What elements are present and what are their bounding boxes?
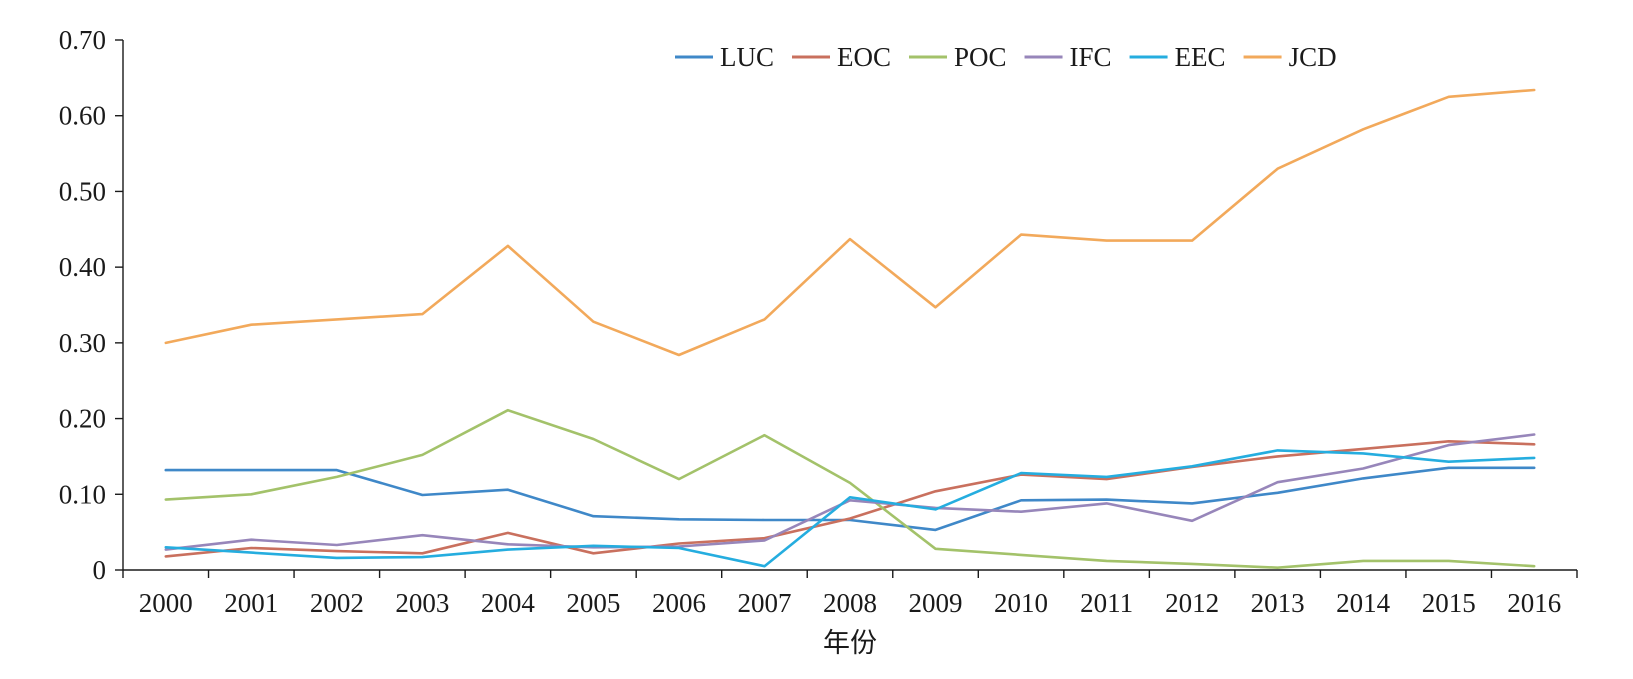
x-tick-label: 2014 bbox=[1336, 588, 1391, 618]
x-tick-label: 2012 bbox=[1165, 588, 1219, 618]
axes: 00.100.200.300.400.500.600.70 2000 2001 20… bbox=[59, 25, 1578, 618]
x-tick-label: 2010 bbox=[994, 588, 1048, 618]
x-tick-label: 2013 bbox=[1251, 588, 1305, 618]
x-ticks: 2000 2001 2002 2003 2004 2005 2006 2007 2008 2009… bbox=[122, 570, 1578, 618]
y-ticks: 0 0.10 0.20 0.30 0.40 0.50 0.60 0.70 bbox=[59, 25, 123, 585]
x-tick-label: 2016 bbox=[1507, 588, 1561, 618]
x-tick-label: 2015 bbox=[1422, 588, 1476, 618]
legend: LUC EOC POC IFC EEC JCD bbox=[675, 42, 1337, 72]
legend-label-poc: POC bbox=[954, 42, 1007, 72]
x-tick-label: 2007 bbox=[737, 588, 791, 618]
x-tick-label: 2001 bbox=[224, 588, 278, 618]
x-tick-label: 2006 bbox=[652, 588, 706, 618]
y-tick-label: 0.20 bbox=[59, 404, 106, 434]
x-tick-label: 2004 bbox=[481, 588, 536, 618]
series-line-poc bbox=[164, 408, 1536, 570]
y-tick-label: 0.30 bbox=[59, 328, 106, 358]
series-line-ifc bbox=[164, 433, 1536, 551]
x-tick-label: 2003 bbox=[395, 588, 449, 618]
legend-label-ifc: IFC bbox=[1070, 42, 1112, 72]
y-tick-label: 0.70 bbox=[59, 25, 106, 55]
x-tick-label: 2002 bbox=[310, 588, 364, 618]
series-line-eec bbox=[164, 449, 1536, 568]
y-tick-label: 0 bbox=[93, 555, 107, 585]
series-line-eoc bbox=[164, 439, 1536, 558]
legend-label-eec: EEC bbox=[1175, 42, 1226, 72]
y-tick-label: 0.60 bbox=[59, 101, 106, 131]
legend-label-eoc: EOC bbox=[837, 42, 891, 72]
x-tick-label: 2008 bbox=[823, 588, 877, 618]
y-tick-label: 0.40 bbox=[59, 252, 106, 282]
x-tick-label: 2000 bbox=[139, 588, 193, 618]
x-tick-label: 2011 bbox=[1080, 588, 1133, 618]
legend-label-jcd: JCD bbox=[1289, 42, 1337, 72]
legend-label-luc: LUC bbox=[720, 42, 774, 72]
x-tick-label: 2005 bbox=[566, 588, 620, 618]
y-tick-label: 0.10 bbox=[59, 479, 106, 509]
x-axis-title: 年份 bbox=[823, 628, 877, 659]
series-lines bbox=[164, 88, 1536, 570]
x-tick-label: 2009 bbox=[909, 588, 963, 618]
y-tick-label: 0.50 bbox=[59, 176, 106, 206]
series-line-jcd bbox=[164, 88, 1536, 357]
series-line-luc bbox=[164, 466, 1536, 532]
